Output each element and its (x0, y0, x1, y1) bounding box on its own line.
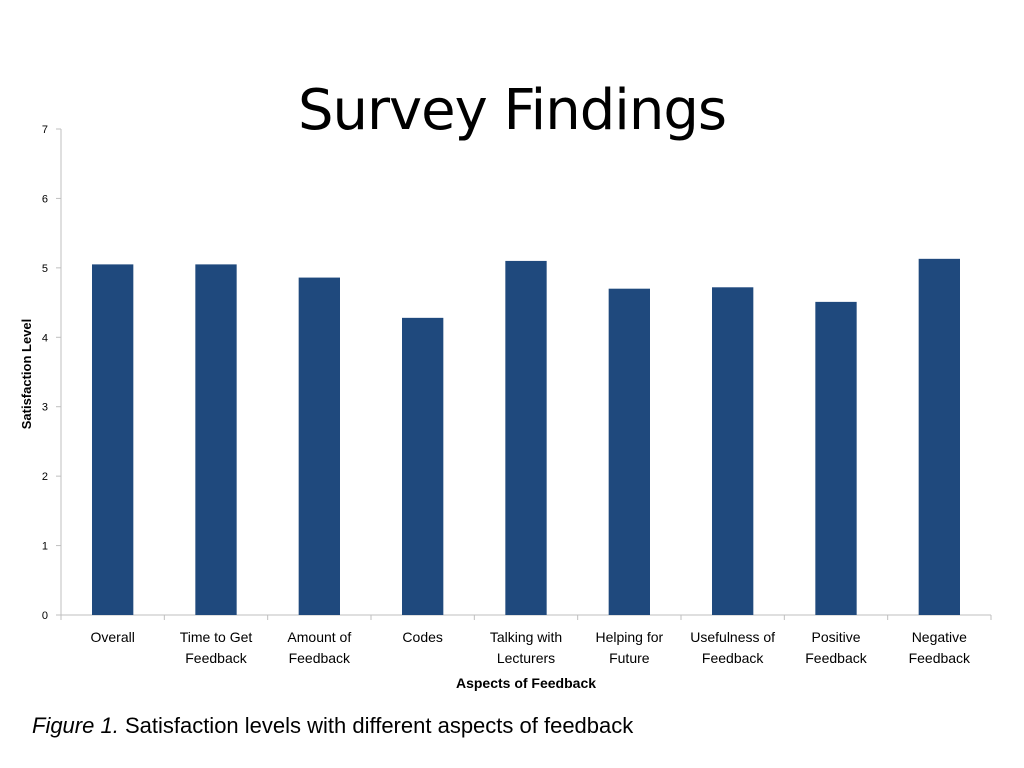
x-tick-label: Talking with (490, 629, 562, 645)
x-axis (60, 614, 992, 620)
bar (298, 277, 340, 615)
y-axis: 0 1 2 3 4 5 6 7 (42, 124, 62, 622)
x-tick-label: Positive (811, 629, 860, 645)
x-tick-label: Feedback (702, 650, 764, 666)
y-tick-label: 7 (42, 124, 48, 136)
x-tick-label: Feedback (805, 650, 867, 666)
bar-chart: 0 1 2 3 4 5 6 7 Overall Time to Get Feedback Amoun… (19, 124, 992, 691)
x-tick-label: Amount of (287, 629, 351, 645)
bar (402, 317, 444, 615)
x-tick-label: Feedback (185, 650, 247, 666)
bar (608, 288, 650, 615)
x-tick-label: Helping for (595, 629, 663, 645)
y-tick-label: 5 (42, 263, 48, 275)
x-tick-label: Codes (402, 629, 442, 645)
figure-caption: Figure 1. Satisfaction levels with diffe… (32, 713, 633, 739)
x-tick-label: Overall (90, 629, 134, 645)
x-tick-label: Usefulness of (690, 629, 775, 645)
x-tick-label: Time to Get (180, 629, 253, 645)
bar (92, 264, 134, 615)
y-tick-label: 4 (42, 332, 48, 344)
x-tick-label: Lecturers (497, 650, 555, 666)
x-tick-label: Feedback (909, 650, 971, 666)
bar (712, 287, 754, 615)
y-axis-label: Satisfaction Level (19, 319, 34, 430)
bar (918, 258, 960, 615)
figure-caption-text: Satisfaction levels with different aspec… (118, 713, 634, 738)
figure-label: Figure 1. (32, 713, 119, 738)
bar (815, 301, 857, 615)
bar (505, 260, 547, 615)
slide-title: Survey Findings (297, 78, 727, 143)
x-tick-label: Feedback (289, 650, 351, 666)
x-tick-label: Future (609, 650, 650, 666)
y-tick-label: 0 (42, 610, 48, 622)
bar (195, 264, 237, 615)
x-tick-label: Negative (912, 629, 967, 645)
y-tick-label: 6 (42, 193, 48, 205)
y-tick-label: 2 (42, 471, 48, 483)
y-tick-label: 3 (42, 402, 48, 414)
bars (92, 258, 960, 615)
y-tick-label: 1 (42, 541, 48, 553)
x-axis-label: Aspects of Feedback (456, 675, 596, 691)
x-tick-labels: Overall Time to Get Feedback Amount of Feedb… (90, 629, 971, 666)
